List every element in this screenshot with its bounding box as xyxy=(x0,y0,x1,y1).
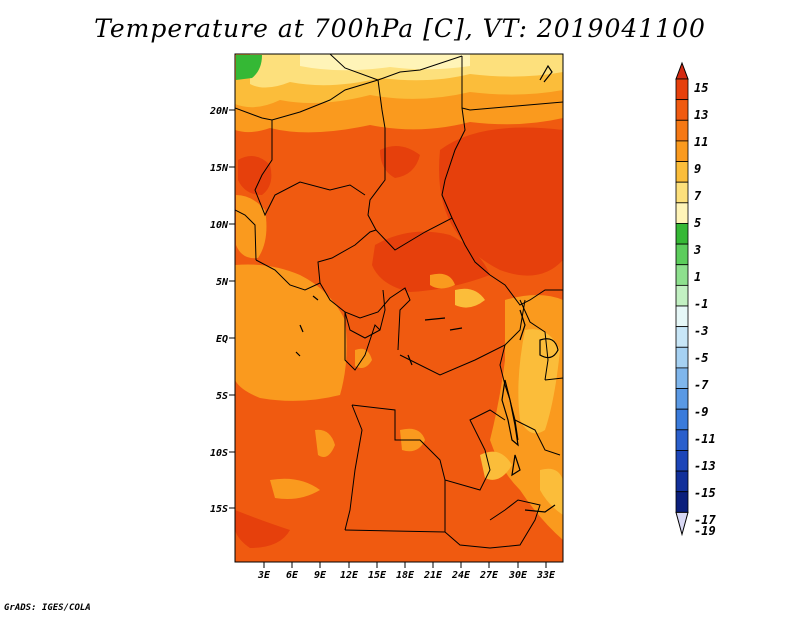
lon-label-24e: 24E xyxy=(451,570,471,581)
field-cool-patch-2 xyxy=(315,429,335,458)
colorbar-label: 1 xyxy=(694,270,701,284)
colorbar-label: 5 xyxy=(694,216,701,230)
country-borders xyxy=(235,54,563,549)
colorbar-label: 11 xyxy=(694,135,708,149)
lon-label-21e: 21E xyxy=(423,570,443,581)
lon-label-18e: 18E xyxy=(396,570,415,581)
lon-label-12e: 12E xyxy=(340,570,359,581)
field-cool-patch-7 xyxy=(540,468,563,515)
colorbar-label: -1 xyxy=(694,297,708,311)
lon-label-30e: 30E xyxy=(508,570,528,581)
field-cool-patch-4 xyxy=(455,288,485,308)
colorbar-label: -5 xyxy=(694,351,708,365)
colorbar-swatch xyxy=(675,284,689,307)
colorbar-swatch xyxy=(675,223,689,245)
field-hot-east-sudan xyxy=(439,127,563,276)
colorbar-swatch xyxy=(675,346,689,369)
lon-label-9e: 9E xyxy=(314,570,327,581)
lon-label-15e: 15E xyxy=(368,570,387,581)
map-frame xyxy=(234,53,564,563)
colorbar-swatch xyxy=(675,119,689,142)
field-hot-west xyxy=(238,156,272,195)
lat-label-10n: 10N xyxy=(210,220,229,231)
lat-label-5n: 5N xyxy=(216,277,229,288)
colorbar-label: -13 xyxy=(694,459,716,473)
colorbar-label: -7 xyxy=(694,378,709,392)
field-hot-chad xyxy=(380,146,420,178)
colorbar-label: -15 xyxy=(694,486,716,500)
colorbar-swatch xyxy=(675,161,689,183)
colorbar-swatch xyxy=(675,181,689,204)
colorbar-label: -11 xyxy=(694,432,716,446)
colorbar-label: 15 xyxy=(694,81,708,95)
colorbar-swatch xyxy=(675,429,689,451)
lat-ticks xyxy=(229,109,235,509)
field-cool-east-inner xyxy=(518,329,560,434)
field-hot-sw xyxy=(235,510,290,548)
lon-label-3e: 3E xyxy=(257,570,271,581)
lat-label-eq: EQ xyxy=(216,334,228,345)
lat-label-20n: 20N xyxy=(209,106,229,117)
colorbar-label: 7 xyxy=(694,189,702,203)
lon-label-6e: 6E xyxy=(286,570,299,581)
colorbar-label: 13 xyxy=(694,108,708,122)
colorbar-swatch xyxy=(675,470,689,493)
field-cool-patch-3 xyxy=(270,478,320,499)
lon-label-33e: 33E xyxy=(536,570,556,581)
map-title: Temperature at 700hPa [C], VT: 201904110… xyxy=(94,14,706,43)
field-cool-patch-6 xyxy=(480,451,512,480)
field-cool-patch-5 xyxy=(430,273,455,289)
colorbar-swatch xyxy=(675,202,689,224)
colorbar-swatch xyxy=(675,408,689,431)
colorbar-swatch xyxy=(675,388,689,410)
grads-credit: GrADS: IGES/COLA xyxy=(4,603,91,613)
lat-label-15s: 15S xyxy=(210,504,228,515)
colorbar-label: -9 xyxy=(694,405,708,419)
colorbar xyxy=(675,61,689,537)
colorbar-label: 9 xyxy=(694,162,701,176)
colorbar-swatch xyxy=(675,243,689,266)
lon-label-27e: 27E xyxy=(479,570,499,581)
colorbar-arrow-top xyxy=(675,61,689,80)
temperature-field xyxy=(235,54,563,562)
field-hot-car xyxy=(372,231,490,292)
lakes xyxy=(295,64,559,513)
colorbar-arrow-bottom xyxy=(675,511,689,537)
colorbar-swatch xyxy=(675,78,689,101)
colorbar-swatch xyxy=(675,305,689,328)
colorbar-label: -17 xyxy=(694,513,716,527)
field-cool-gulf xyxy=(235,264,347,401)
colorbar-label: 3 xyxy=(693,243,701,257)
lat-label-5s: 5S xyxy=(216,391,228,402)
colorbar-labels: 15 13 11 9 7 5 3 1 -1 -3 -5 -7 -9 -11 -1… xyxy=(693,81,716,538)
colorbar-swatch xyxy=(675,326,689,348)
colorbar-swatch xyxy=(675,491,689,513)
colorbar-label: -3 xyxy=(694,324,708,338)
field-cool-west-africa xyxy=(236,195,267,259)
colorbar-swatch xyxy=(675,99,689,121)
field-green-patch xyxy=(236,55,262,80)
colorbar-label: -19 xyxy=(694,524,716,538)
lat-label-10s: 10S xyxy=(210,448,228,459)
colorbar-swatch xyxy=(675,264,689,286)
colorbar-swatch xyxy=(675,367,689,389)
colorbar-swatch xyxy=(675,140,689,162)
lat-label-15n: 15N xyxy=(210,163,229,174)
colorbar-swatch xyxy=(675,450,689,472)
lon-ticks xyxy=(263,562,547,568)
